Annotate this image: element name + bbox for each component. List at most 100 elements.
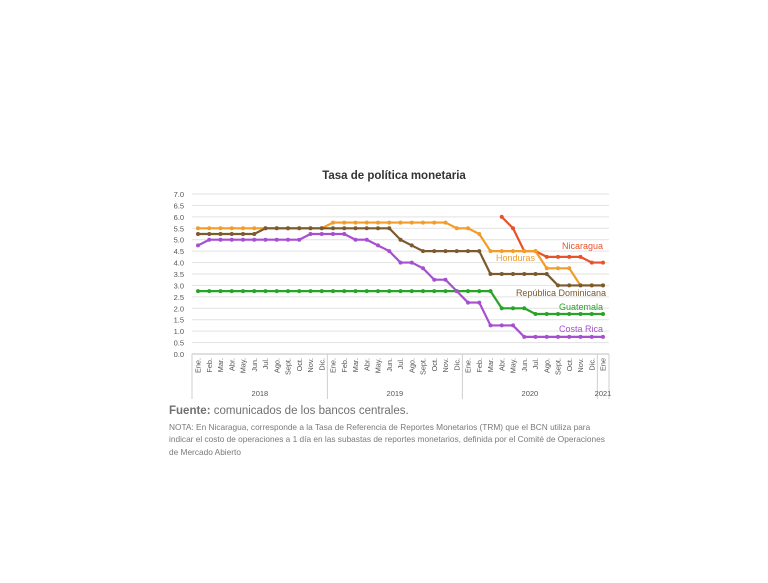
data-point — [353, 289, 358, 294]
data-point — [578, 283, 583, 288]
series-rep-blica-dominicana — [196, 226, 605, 288]
data-point — [409, 243, 414, 248]
data-point — [601, 283, 605, 288]
data-point — [533, 312, 538, 316]
data-point — [488, 289, 493, 294]
y-tick-label: 5.0 — [174, 236, 184, 245]
x-tick-label: Ene. — [194, 358, 203, 373]
x-tick-label: Ene — [599, 358, 608, 371]
data-point — [319, 232, 324, 236]
data-point — [432, 249, 437, 254]
x-tick-label: Mar. — [216, 358, 225, 372]
y-tick-label: 6.5 — [174, 201, 184, 210]
data-point — [466, 226, 470, 231]
data-point — [286, 289, 290, 294]
data-point — [522, 306, 527, 311]
x-tick-label: Ago. — [272, 358, 281, 373]
data-point — [196, 226, 200, 231]
data-point — [488, 323, 493, 328]
data-point — [353, 237, 358, 242]
data-point — [229, 232, 234, 236]
data-point — [522, 249, 527, 254]
x-tick-label: Sept. — [284, 358, 293, 375]
source-line: Fuente: comunicados de los bancos centra… — [169, 405, 409, 417]
series-label: Nicaragua — [562, 241, 603, 251]
y-tick-label: 4.0 — [174, 259, 184, 268]
y-tick-label: 4.5 — [174, 247, 184, 256]
data-point — [421, 220, 425, 225]
data-point — [274, 289, 279, 294]
data-point — [297, 289, 302, 294]
y-tick-label: 3.0 — [174, 281, 184, 290]
data-point — [499, 249, 504, 254]
data-point — [578, 254, 583, 259]
data-point — [409, 220, 414, 225]
data-point — [578, 334, 583, 339]
data-point — [511, 249, 515, 254]
data-point — [601, 260, 605, 265]
data-point — [477, 249, 482, 254]
x-tick-label: Feb. — [205, 358, 214, 373]
data-point — [544, 312, 549, 316]
y-tick-label: 2.0 — [174, 304, 184, 313]
data-point — [544, 272, 549, 276]
data-point — [364, 220, 369, 225]
data-point — [477, 300, 482, 305]
x-tick-label: Dic. — [317, 358, 326, 371]
data-point — [432, 289, 437, 294]
data-point — [252, 232, 257, 236]
data-point — [297, 226, 302, 231]
x-tick-label: Jun. — [520, 358, 529, 372]
data-point — [207, 232, 212, 236]
data-point — [556, 334, 560, 339]
data-point — [432, 220, 437, 225]
data-point — [398, 220, 403, 225]
x-tick-label: Feb. — [475, 358, 484, 373]
data-point — [196, 232, 200, 236]
data-point — [533, 249, 538, 254]
data-point — [578, 312, 583, 316]
data-point — [319, 289, 324, 294]
data-point — [533, 334, 538, 339]
data-point — [342, 220, 347, 225]
data-point — [511, 306, 515, 311]
data-point — [421, 289, 425, 294]
y-tick-label: 2.5 — [174, 293, 184, 302]
data-point — [308, 226, 313, 231]
data-point — [556, 266, 560, 271]
y-tick-label: 0.5 — [174, 339, 184, 348]
x-tick-label: Abr. — [227, 358, 236, 371]
x-axis-year-labels: 2018 2019 2020 2021 — [191, 354, 612, 399]
data-point — [308, 289, 313, 294]
year-label: 2021 — [595, 389, 612, 398]
x-tick-label: Oct. — [430, 358, 439, 371]
x-tick-label: Sept. — [419, 358, 428, 375]
x-tick-label: Jul. — [396, 358, 405, 369]
series-label: Honduras — [496, 253, 536, 263]
data-point — [342, 226, 347, 231]
data-point — [499, 272, 504, 276]
data-point — [252, 289, 257, 294]
data-point — [556, 283, 560, 288]
data-point — [241, 226, 245, 231]
data-point — [421, 249, 425, 254]
data-point — [241, 232, 245, 236]
y-tick-label: 5.5 — [174, 224, 184, 233]
data-point — [376, 226, 380, 231]
data-point — [196, 289, 200, 294]
data-point — [229, 226, 234, 231]
data-point — [207, 289, 212, 294]
data-point — [443, 289, 448, 294]
data-point — [241, 289, 245, 294]
series-line — [500, 216, 603, 264]
x-tick-label: Nov. — [576, 358, 585, 372]
x-tick-label: Oct. — [295, 358, 304, 371]
data-point — [511, 226, 515, 231]
data-point — [218, 289, 223, 294]
data-point — [454, 226, 459, 231]
data-point — [387, 289, 392, 294]
data-point — [286, 226, 290, 231]
data-point — [432, 277, 437, 282]
data-point — [263, 237, 268, 242]
y-tick-label: 6.0 — [174, 213, 184, 222]
